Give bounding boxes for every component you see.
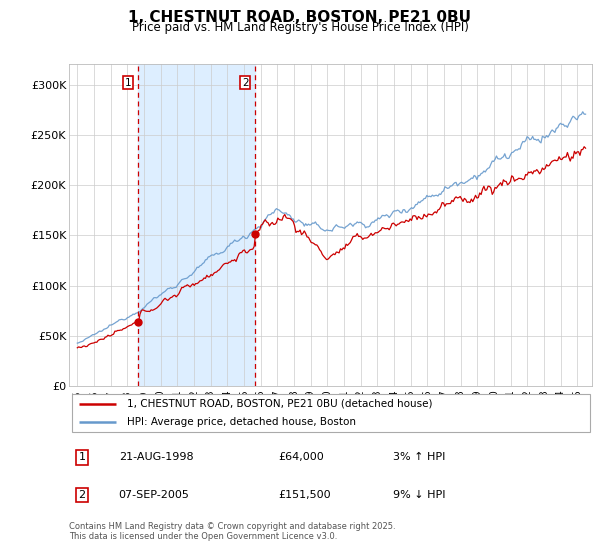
Text: £64,000: £64,000 <box>278 452 324 463</box>
Text: 1: 1 <box>125 77 131 87</box>
Bar <box>138 64 255 386</box>
Text: 3% ↑ HPI: 3% ↑ HPI <box>394 452 446 463</box>
Text: 07-SEP-2005: 07-SEP-2005 <box>119 490 190 500</box>
Text: 1: 1 <box>79 452 86 463</box>
Text: 21-AUG-1998: 21-AUG-1998 <box>119 452 193 463</box>
Text: Contains HM Land Registry data © Crown copyright and database right 2025.
This d: Contains HM Land Registry data © Crown c… <box>69 522 395 542</box>
Text: 9% ↓ HPI: 9% ↓ HPI <box>394 490 446 500</box>
Text: £151,500: £151,500 <box>278 490 331 500</box>
Text: 2: 2 <box>79 490 86 500</box>
Text: HPI: Average price, detached house, Boston: HPI: Average price, detached house, Bost… <box>127 417 356 427</box>
Text: 2: 2 <box>242 77 248 87</box>
Text: 1, CHESTNUT ROAD, BOSTON, PE21 0BU: 1, CHESTNUT ROAD, BOSTON, PE21 0BU <box>128 10 472 25</box>
FancyBboxPatch shape <box>71 394 590 432</box>
Text: 1, CHESTNUT ROAD, BOSTON, PE21 0BU (detached house): 1, CHESTNUT ROAD, BOSTON, PE21 0BU (deta… <box>127 399 432 409</box>
Text: Price paid vs. HM Land Registry's House Price Index (HPI): Price paid vs. HM Land Registry's House … <box>131 21 469 34</box>
